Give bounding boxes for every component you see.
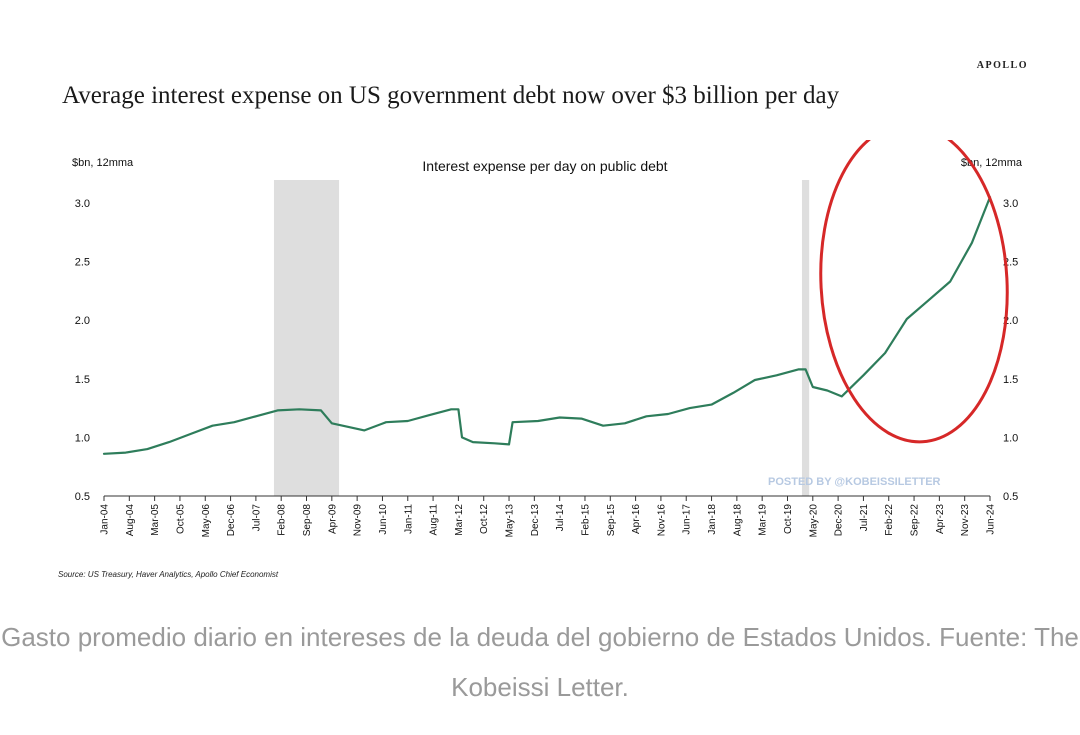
y-tick-label-right: 1.5 — [1003, 374, 1018, 386]
chart-title: Interest expense per day on public debt — [422, 158, 667, 174]
caption: Gasto promedio diario en intereses de la… — [1, 622, 1079, 702]
y-tick-label-left: 1.5 — [75, 374, 90, 386]
x-tick-label: Sep-15 — [606, 504, 617, 537]
x-tick-label: Oct-12 — [479, 504, 490, 534]
chart: Interest expense per day on public debt … — [72, 140, 1023, 537]
x-tick-label: Mar-19 — [758, 504, 769, 536]
x-tick-label: Jun-17 — [682, 504, 693, 535]
y-tick-label-left: 1.0 — [75, 432, 90, 444]
x-tick-label: May-13 — [505, 504, 516, 538]
x-tick-label: Apr-23 — [935, 504, 946, 534]
watermark: POSTED BY @KOBEISSILETTER — [768, 476, 941, 488]
y-tick-label-left: 2.0 — [75, 315, 90, 327]
x-tick-label: Feb-15 — [580, 504, 591, 536]
x-tick-label: Sep-22 — [910, 504, 921, 537]
series-layer — [102, 196, 992, 455]
x-tick-label: Apr-16 — [631, 504, 642, 534]
x-tick-label: Nov-23 — [960, 504, 971, 537]
recession-shading-layer — [273, 180, 810, 496]
x-tick-label: Nov-09 — [353, 504, 364, 537]
recession-band — [273, 180, 340, 496]
x-tick-label: Oct-19 — [783, 504, 794, 534]
x-tick-label: Aug-11 — [429, 504, 440, 536]
x-tick-label: Feb-08 — [277, 504, 288, 536]
x-tick-label: Aug-18 — [732, 504, 743, 537]
brand-logo: APOLLO — [976, 60, 1028, 71]
x-tick-label: Jul-21 — [859, 504, 870, 532]
y-tick-label-left: 2.5 — [75, 257, 90, 269]
y-tick-label-right: 3.0 — [1003, 198, 1018, 210]
axes-layer: 0.5 0.51.0 1.01.5 1.52.0 2.02.5 2.53.0 3.0Jan-… — [75, 198, 1019, 537]
x-tick-label: May-06 — [201, 504, 212, 538]
x-tick-label: Dec-13 — [530, 504, 541, 537]
x-tick-label: Dec-06 — [226, 504, 237, 537]
x-tick-label: Dec-20 — [834, 504, 845, 537]
highlight-circle — [819, 140, 1009, 444]
x-tick-label: Jan-11 — [403, 504, 414, 534]
x-tick-label: Oct-05 — [175, 504, 186, 534]
interest-expense-line — [102, 196, 992, 455]
x-tick-label: Mar-05 — [150, 504, 161, 536]
x-tick-label: Jan-04 — [100, 504, 111, 535]
x-tick-label: Jul-07 — [251, 504, 262, 532]
y-tick-label-right: 1.0 — [1003, 432, 1018, 444]
page-title: Average interest expense on US governmen… — [62, 82, 840, 109]
x-tick-label: Jul-14 — [555, 504, 566, 532]
x-tick-label: Apr-09 — [327, 504, 338, 534]
x-tick-label: Jan-18 — [707, 504, 718, 535]
x-tick-label: Sep-08 — [302, 504, 313, 537]
x-tick-label: Aug-04 — [125, 504, 136, 537]
x-tick-label: Nov-16 — [656, 504, 667, 537]
y-axis-label-left: $bn, 12mma — [72, 157, 134, 169]
y-tick-label-left: 0.5 — [75, 491, 90, 503]
recession-band — [801, 180, 810, 496]
x-tick-label: Mar-12 — [454, 504, 465, 536]
x-tick-label: Jun-10 — [378, 504, 389, 535]
x-tick-label: May-20 — [808, 504, 819, 538]
x-tick-label: Jun-24 — [986, 504, 997, 535]
y-tick-label-right: 0.5 — [1003, 491, 1018, 503]
y-axis-label-right: $bn, 12mma — [961, 157, 1023, 169]
x-tick-label: Feb-22 — [884, 504, 895, 536]
source-note: Source: US Treasury, Haver Analytics, Ap… — [58, 570, 279, 579]
y-tick-label-left: 3.0 — [75, 198, 90, 210]
